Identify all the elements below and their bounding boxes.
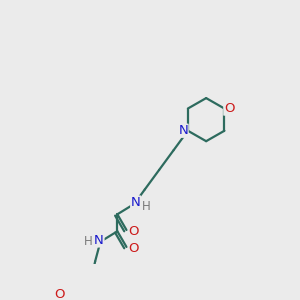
Text: O: O	[224, 102, 234, 115]
Text: N: N	[178, 124, 188, 137]
Text: N: N	[94, 234, 104, 247]
Text: O: O	[129, 242, 139, 255]
Text: H: H	[142, 200, 151, 213]
Text: N: N	[131, 196, 140, 209]
Text: H: H	[84, 235, 93, 248]
Text: O: O	[129, 225, 139, 238]
Text: O: O	[54, 288, 64, 300]
